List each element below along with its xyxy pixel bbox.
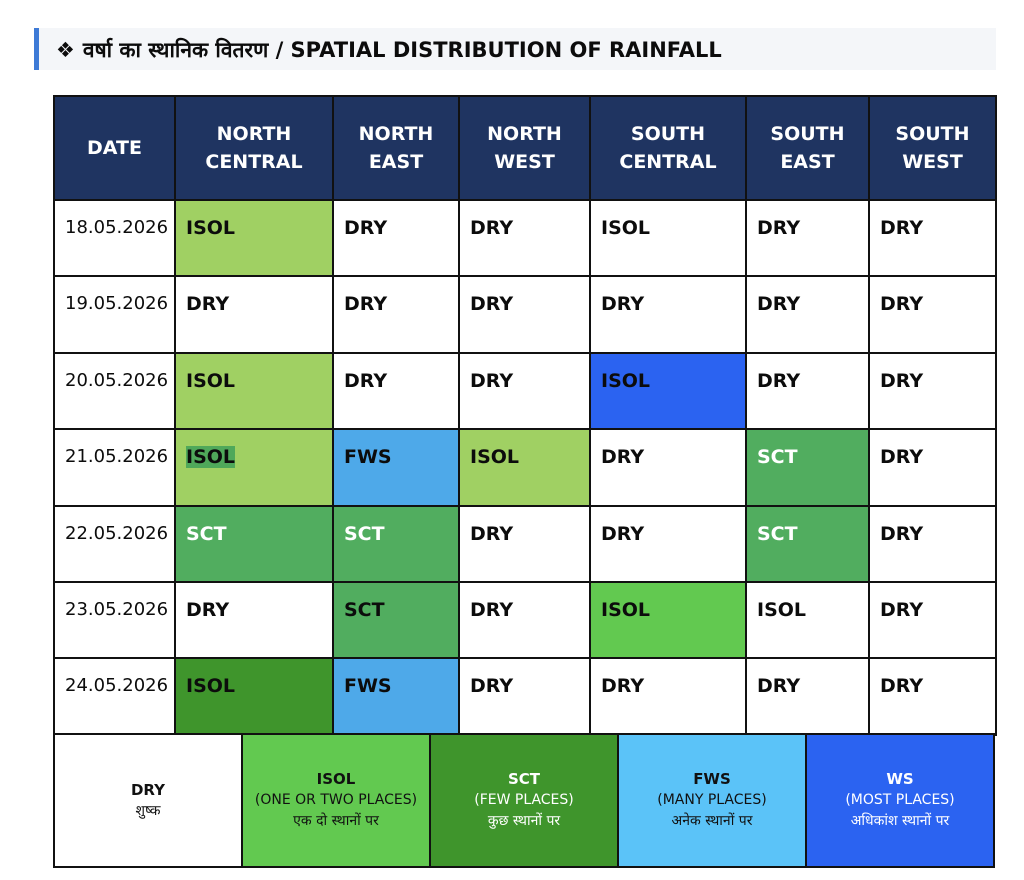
table-cell: DRY xyxy=(174,580,334,660)
table-cell: DRY xyxy=(868,657,997,736)
diamond-bullet-icon: ❖ xyxy=(56,38,75,62)
table-cell: DRY xyxy=(868,504,997,583)
header-north-west: NORTH WEST xyxy=(458,95,591,201)
legend-hindi: अधिकांश स्थानों पर xyxy=(850,813,950,829)
table-cell: ISOL xyxy=(458,428,591,507)
legend-english: (ONE OR TWO PLACES) xyxy=(254,792,418,808)
table-cell: ISOL xyxy=(589,580,747,660)
table-header-row: DATE NORTH CENTRAL NORTH EAST NORTH WEST SO… xyxy=(53,95,997,201)
date-cell: 18.05.2026 xyxy=(53,198,176,278)
table-cell: DRY xyxy=(332,275,460,354)
header-north-east: NORTH EAST xyxy=(332,95,460,201)
title-accent-bar xyxy=(34,28,39,70)
table-row: 23.05.2026 DRY SCT DRY ISOL ISOL DRY xyxy=(53,580,997,660)
table-cell: DRY xyxy=(745,351,870,431)
table-cell: SCT xyxy=(174,504,334,583)
legend-english: (FEW PLACES) xyxy=(474,792,574,808)
legend-hindi: शुष्क xyxy=(135,802,161,819)
table-row: 22.05.2026 SCT SCT DRY DRY SCT DRY xyxy=(53,504,997,583)
table-row: 19.05.2026 DRY DRY DRY DRY DRY DRY xyxy=(53,275,997,354)
table-cell: DRY xyxy=(332,198,460,278)
table-cell: DRY xyxy=(868,351,997,431)
legend-hindi: कुछ स्थानों पर xyxy=(487,813,561,829)
date-cell: 20.05.2026 xyxy=(53,351,176,431)
page-title-text: वर्षा का स्थानिक वितरण / SPATIAL DISTRIB… xyxy=(82,38,722,62)
table-cell: SCT xyxy=(745,428,870,507)
legend-code: FWS xyxy=(693,770,731,788)
table-row: 21.05.2026 ISOL FWS ISOL DRY SCT DRY xyxy=(53,428,997,507)
table-cell: SCT xyxy=(332,580,460,660)
table-row: 20.05.2026 ISOL DRY DRY ISOL DRY DRY xyxy=(53,351,997,431)
table-cell: DRY xyxy=(868,198,997,278)
header-south-east: SOUTH EAST xyxy=(745,95,870,201)
table-cell: DRY xyxy=(589,657,747,736)
legend-code: WS xyxy=(886,770,914,788)
table-cell: DRY xyxy=(745,198,870,278)
legend-english: (MOST PLACES) xyxy=(845,792,955,808)
table-cell: ISOL xyxy=(174,198,334,278)
legend-item-isol: ISOL (ONE OR TWO PLACES) एक दो स्थानों प… xyxy=(243,735,431,866)
legend-english: (MANY PLACES) xyxy=(657,792,767,808)
legend-item-fws: FWS (MANY PLACES) अनेक स्थानों पर xyxy=(619,735,807,866)
rainfall-distribution-table: DATE NORTH CENTRAL NORTH EAST NORTH WEST SO… xyxy=(53,95,997,736)
legend-code: DRY xyxy=(130,780,166,799)
table-cell: DRY xyxy=(332,351,460,431)
date-cell: 24.05.2026 xyxy=(53,657,176,736)
header-date: DATE xyxy=(53,95,176,201)
table-cell: DRY xyxy=(458,275,591,354)
table-cell: FWS xyxy=(332,657,460,736)
table-cell: SCT xyxy=(745,504,870,583)
date-cell: 22.05.2026 xyxy=(53,504,176,583)
table-cell: DRY xyxy=(458,657,591,736)
table-cell: ISOL xyxy=(174,657,334,736)
legend: DRY शुष्क ISOL (ONE OR TWO PLACES) एक दो… xyxy=(53,733,995,868)
page-title: ❖ वर्षा का स्थानिक वितरण / SPATIAL DISTRI… xyxy=(56,36,722,64)
table-cell: SCT xyxy=(332,504,460,583)
date-cell: 23.05.2026 xyxy=(53,580,176,660)
header-south-central: SOUTH CENTRAL xyxy=(589,95,747,201)
table-cell: ISOL xyxy=(745,580,870,660)
table-cell: ISOL xyxy=(174,351,334,431)
table-cell: DRY xyxy=(174,275,334,354)
legend-code: ISOL xyxy=(316,770,356,788)
legend-item-sct: SCT (FEW PLACES) कुछ स्थानों पर xyxy=(431,735,619,866)
table-row: 24.05.2026 ISOL FWS DRY DRY DRY DRY xyxy=(53,657,997,736)
highlighted-text: ISOL xyxy=(186,446,236,469)
table-cell: FWS xyxy=(332,428,460,507)
table-cell: DRY xyxy=(868,580,997,660)
table-cell: DRY xyxy=(745,275,870,354)
date-cell: 21.05.2026 xyxy=(53,428,176,507)
legend-item-ws: WS (MOST PLACES) अधिकांश स्थानों पर xyxy=(807,735,993,866)
table-cell: DRY xyxy=(589,275,747,354)
table-cell: DRY xyxy=(868,428,997,507)
date-cell: 19.05.2026 xyxy=(53,275,176,354)
table-cell: ISOL xyxy=(174,428,334,507)
header-south-west: SOUTH WEST xyxy=(868,95,997,201)
table-cell: ISOL xyxy=(589,351,747,431)
legend-item-dry: DRY शुष्क xyxy=(55,735,243,866)
table-cell: DRY xyxy=(745,657,870,736)
header-north-central: NORTH CENTRAL xyxy=(174,95,334,201)
table-cell: DRY xyxy=(589,428,747,507)
legend-hindi: एक दो स्थानों पर xyxy=(293,813,379,829)
table-cell: DRY xyxy=(458,580,591,660)
legend-hindi: अनेक स्थानों पर xyxy=(671,813,753,829)
table-cell: DRY xyxy=(458,504,591,583)
legend-code: SCT xyxy=(507,770,541,788)
table-row: 18.05.2026 ISOL DRY DRY ISOL DRY DRY xyxy=(53,198,997,278)
title-bar xyxy=(34,28,996,70)
table-cell: ISOL xyxy=(589,198,747,278)
table-cell: DRY xyxy=(458,198,591,278)
table-cell: DRY xyxy=(868,275,997,354)
table-cell: DRY xyxy=(589,504,747,583)
table-cell: DRY xyxy=(458,351,591,431)
